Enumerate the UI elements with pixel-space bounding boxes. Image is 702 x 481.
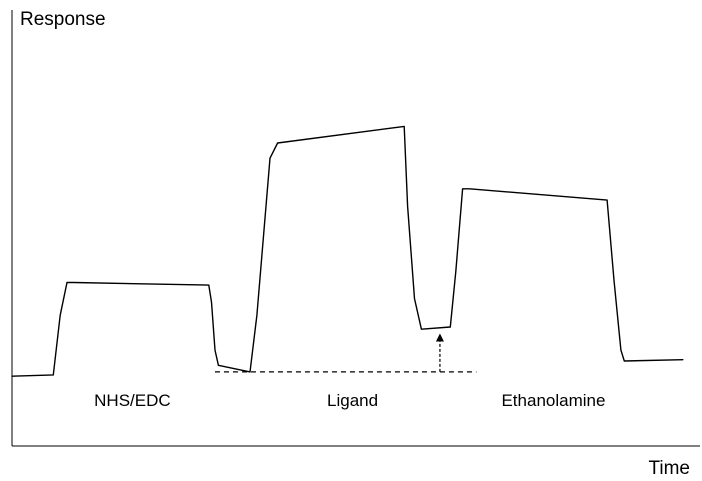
- phase-label-ethanolamine: Ethanolamine: [501, 391, 605, 410]
- response-trace-line: [11, 125, 684, 377]
- x-axis-label: Time: [648, 458, 690, 479]
- immobilization-arrow-head: [435, 333, 444, 342]
- phase-label-ligand: Ligand: [327, 391, 378, 410]
- plot-area: NHS/EDC Ligand Ethanolamine: [11, 125, 684, 410]
- phase-label-nhs-edc: NHS/EDC: [94, 391, 171, 410]
- y-axis-label: Response: [20, 9, 106, 30]
